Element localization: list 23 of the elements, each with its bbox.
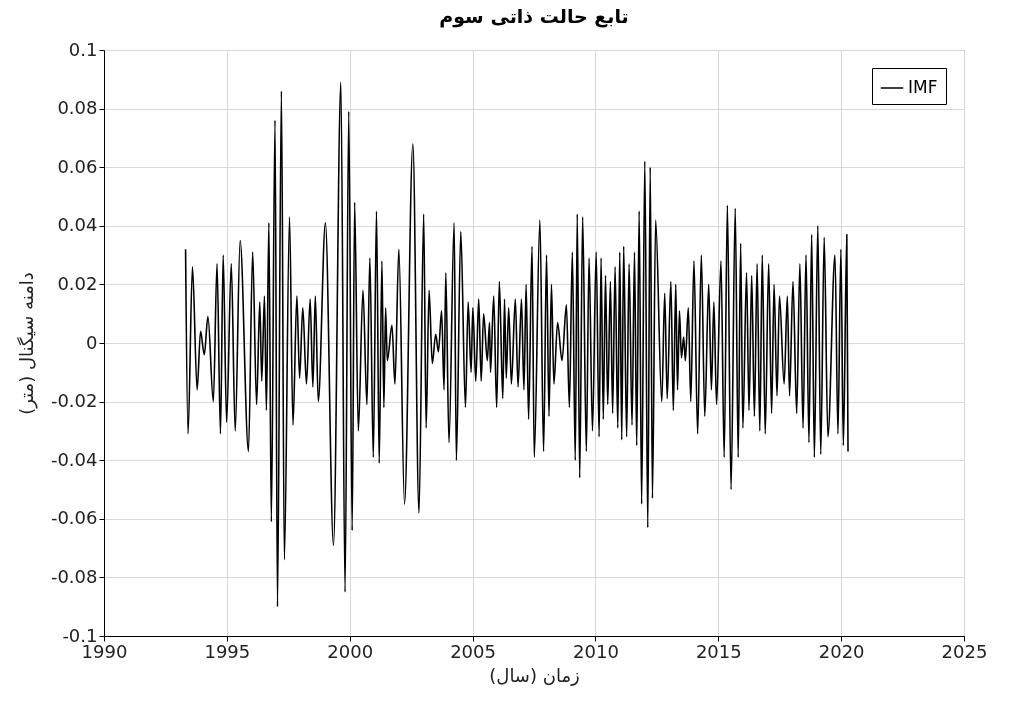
y-tick-label: -0.1 <box>62 624 98 646</box>
x-tick-label: 2000 <box>327 640 374 662</box>
y-tick-label: -0.06 <box>50 507 98 529</box>
x-tick-label: 2020 <box>818 640 865 662</box>
x-tick-label: 2025 <box>941 640 988 662</box>
x-tick-label: 2015 <box>695 640 742 662</box>
y-tick-label: -0.02 <box>50 390 98 412</box>
x-tick-label: 2010 <box>573 640 619 662</box>
x-tick-label: 1995 <box>204 640 251 662</box>
x-tick-label: 2005 <box>450 640 496 662</box>
x-axis-title: زمان (سال) <box>489 664 580 686</box>
legend-label: IMF <box>908 77 938 97</box>
y-tick-label: 0 <box>86 331 98 353</box>
y-tick-label: -0.08 <box>50 565 98 587</box>
line-series <box>184 81 849 608</box>
y-tick-label: -0.04 <box>50 448 98 470</box>
y-tick-label: 0.08 <box>57 97 98 119</box>
chart-title: تابع حالت ذاتی سوم <box>439 5 629 28</box>
y-axis-title: دامنه سیگنال (متر) <box>15 272 38 415</box>
y-tick-label: 0.02 <box>57 272 98 294</box>
y-tick-label: 0.06 <box>57 155 98 177</box>
y-tick-label: 0.1 <box>68 38 98 60</box>
y-tick-label: 0.04 <box>57 214 98 236</box>
